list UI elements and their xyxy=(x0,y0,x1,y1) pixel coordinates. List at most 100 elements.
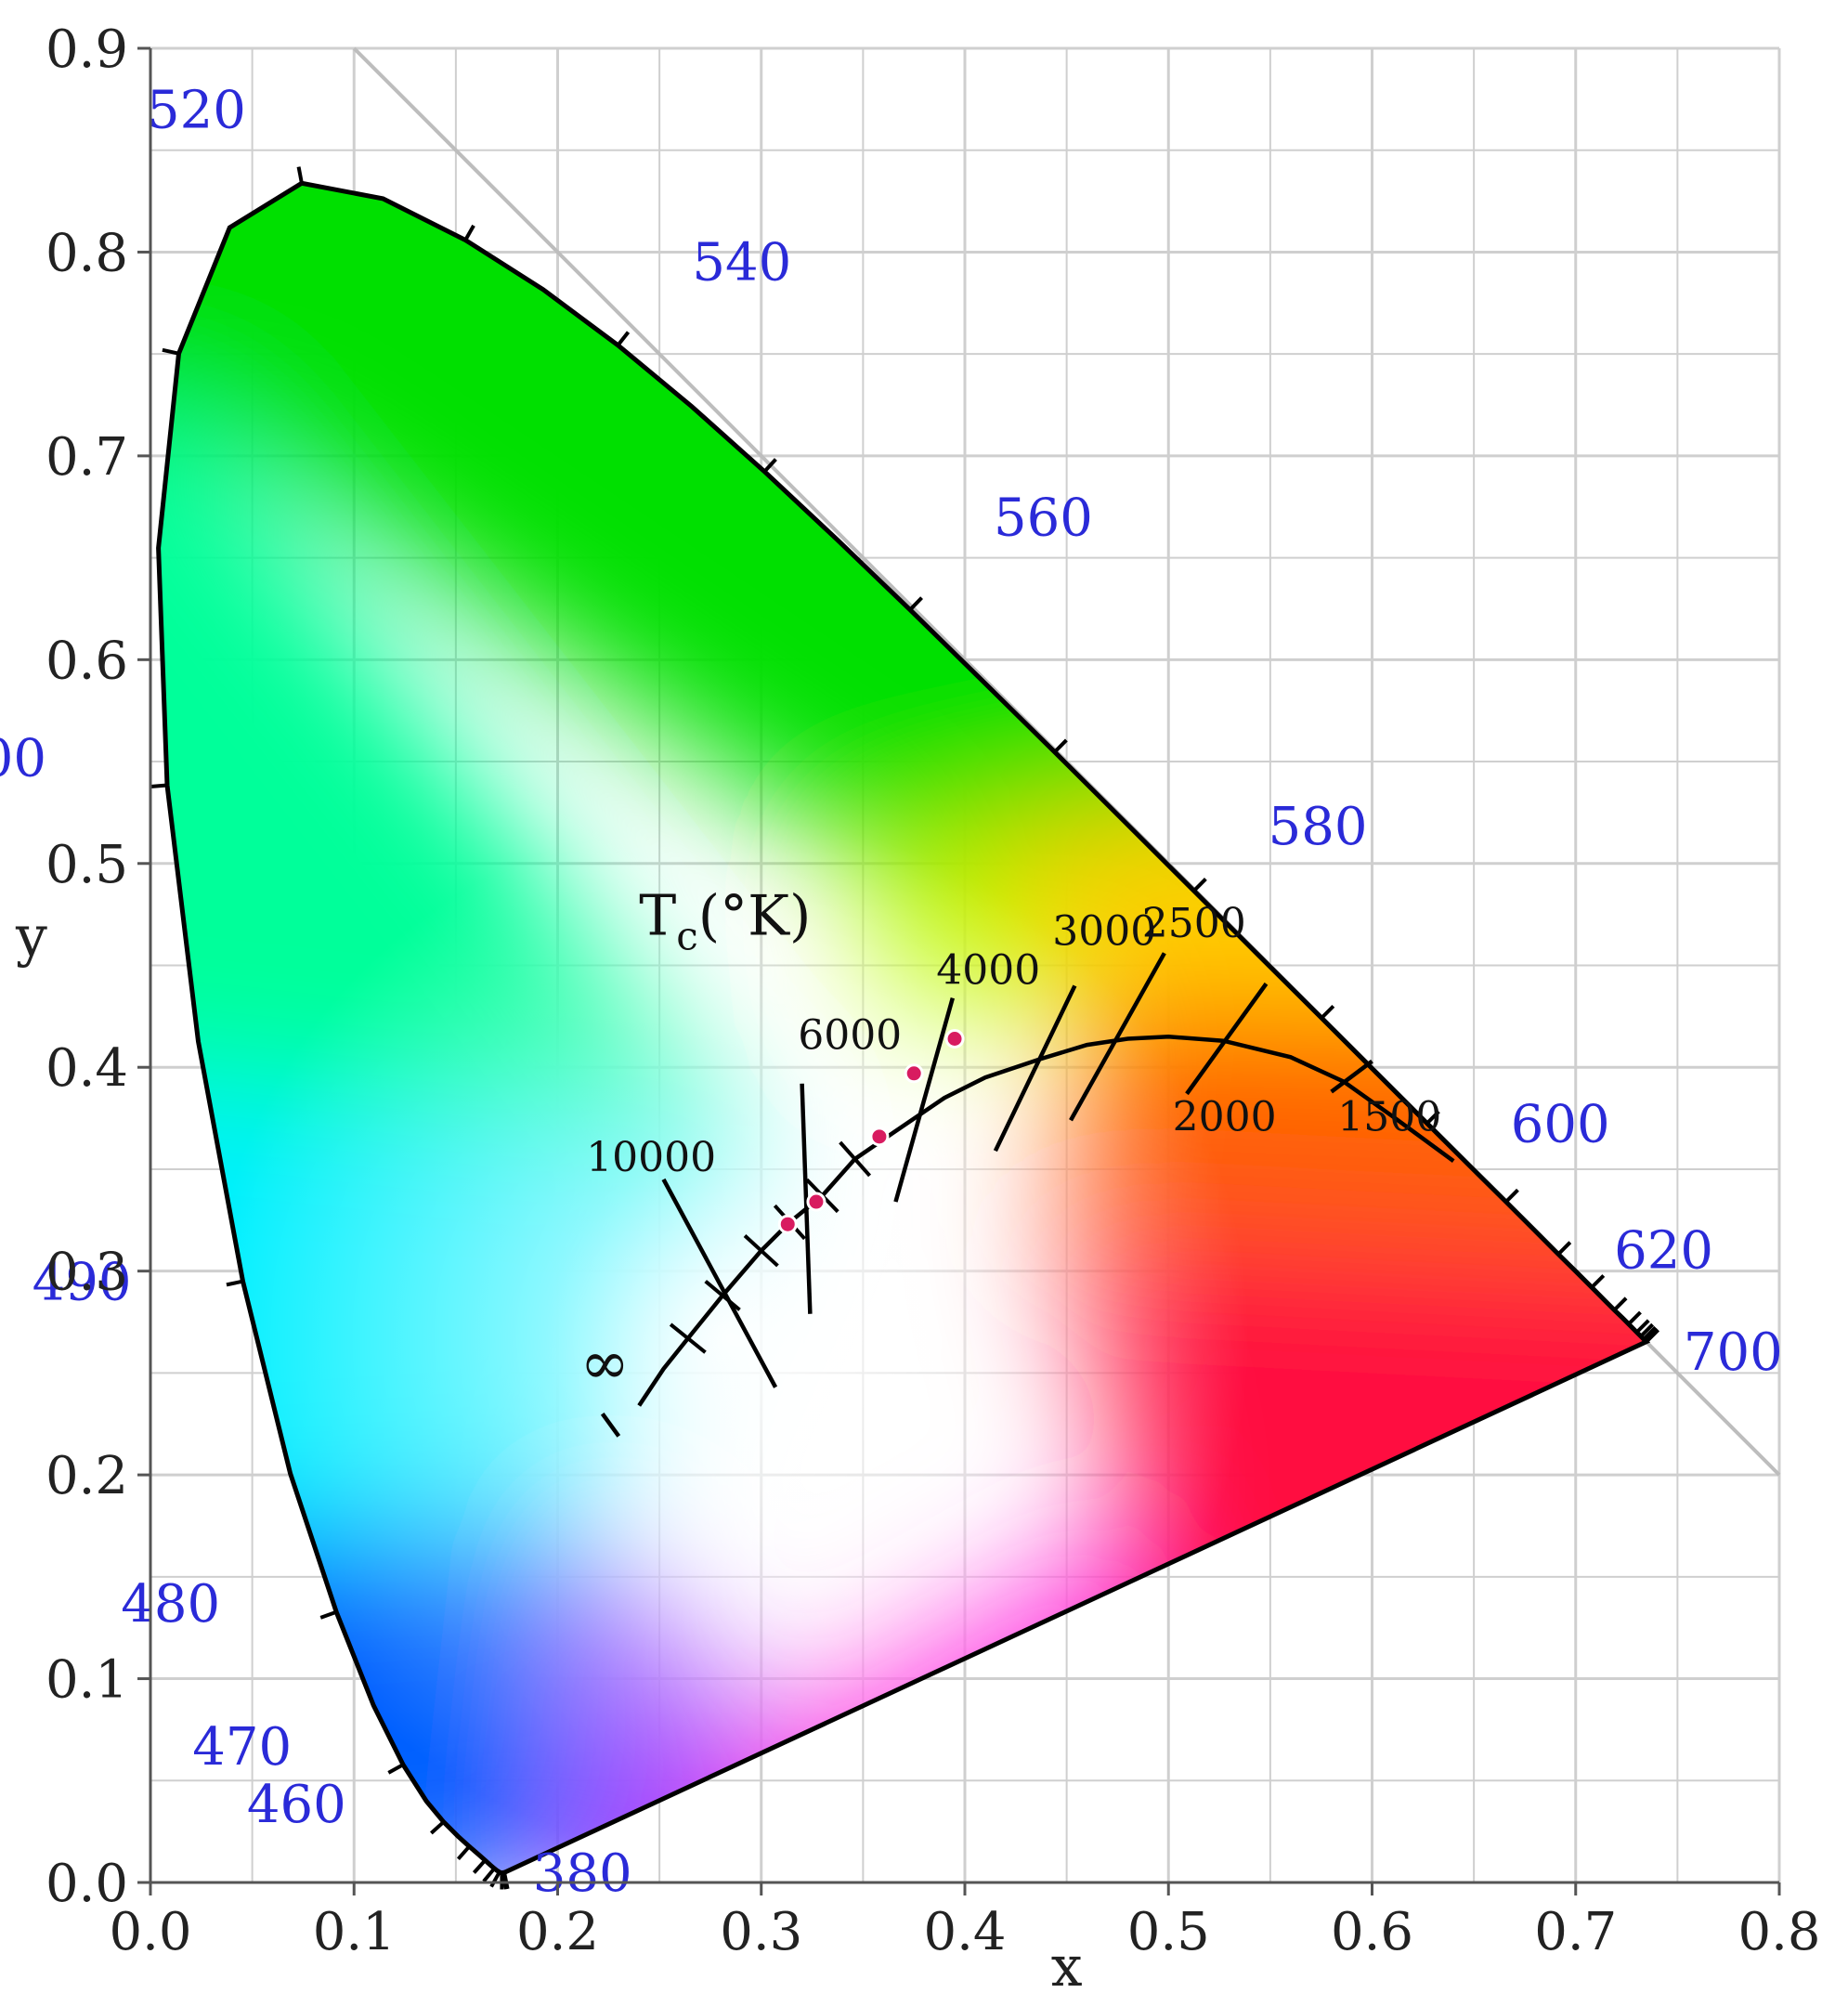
isotherm-label-∞: ∞ xyxy=(580,1329,630,1398)
planckian-tick xyxy=(669,1322,707,1354)
wavelength-ticks xyxy=(150,166,1659,1890)
wavelength-tick xyxy=(501,1872,508,1890)
wavelength-tick xyxy=(387,1763,405,1775)
y-tick-label: 0.6 xyxy=(46,631,128,691)
isotherm-label-1500: 1500 xyxy=(1337,1093,1441,1140)
x-tick-label: 0.7 xyxy=(1534,1902,1617,1962)
illuminant-point xyxy=(944,1029,965,1049)
planckian-tick xyxy=(743,1234,779,1268)
wavelength-label-480: 480 xyxy=(121,1574,220,1635)
wavelength-tick xyxy=(1590,1274,1606,1289)
wavelength-label-620: 620 xyxy=(1614,1220,1713,1281)
wavelength-tick xyxy=(1639,1322,1655,1338)
wavelength-tick xyxy=(1642,1325,1658,1341)
isotherm-label-2500: 2500 xyxy=(1142,900,1246,947)
color-temperature-title: Tc(°K) xyxy=(639,884,811,959)
wavelength-tick xyxy=(1192,878,1207,892)
wavelength-label-700: 700 xyxy=(1684,1322,1783,1383)
y-tick-label: 0.3 xyxy=(46,1243,128,1303)
wavelength-tick xyxy=(319,1609,337,1620)
isotherm-label-4000: 4000 xyxy=(936,946,1040,994)
planckian-tick xyxy=(839,1140,872,1178)
wavelength-tick xyxy=(1320,1004,1335,1020)
sample-points xyxy=(777,1029,965,1234)
x-tick-label: 0.2 xyxy=(516,1902,599,1962)
x-axis-title: x xyxy=(1051,1934,1083,1999)
tc-title-unit: (°K) xyxy=(698,884,812,949)
wavelength-tick xyxy=(456,1844,471,1860)
isotherm-lines xyxy=(600,952,1373,1438)
isotherm-2000 xyxy=(1185,982,1269,1096)
wavelength-tick xyxy=(430,1820,446,1835)
planckian-locus-ticks xyxy=(669,1140,872,1354)
isotherm-1500 xyxy=(1330,1059,1373,1094)
illuminant-point xyxy=(777,1214,798,1234)
y-tick-labels: 0.0 0.1 0.2 0.3 0.4 0.5 0.6 0.7 0.8 0.9 xyxy=(46,20,150,1914)
y-tick-label: 0.1 xyxy=(46,1650,128,1711)
illuminant-point xyxy=(869,1127,890,1147)
y-tick-label: 0.5 xyxy=(46,835,128,895)
wavelength-tick xyxy=(162,347,179,356)
wavelength-tick xyxy=(226,1279,243,1287)
wavelength-label-540: 540 xyxy=(692,233,791,293)
wavelength-tick xyxy=(489,1870,501,1888)
wavelength-tick xyxy=(908,596,923,611)
wavelength-tick xyxy=(1612,1296,1628,1311)
wavelength-label-520: 520 xyxy=(147,80,246,140)
wavelength-tick xyxy=(1556,1241,1572,1256)
wavelength-label-490: 490 xyxy=(33,1253,132,1313)
wavelength-label-600: 600 xyxy=(1511,1095,1610,1155)
x-tick-label: 0.6 xyxy=(1331,1902,1413,1962)
y-axis-title: y xyxy=(15,905,47,970)
wavelength-tick xyxy=(472,1858,487,1874)
isotherm-2500 xyxy=(1069,952,1166,1122)
wavelength-label-460: 460 xyxy=(247,1775,346,1835)
wavelength-tick xyxy=(296,166,304,184)
x-tick-label: 0.3 xyxy=(720,1902,802,1962)
isotherm-10000 xyxy=(661,1178,778,1388)
wavelength-tick xyxy=(616,331,631,346)
illuminant-point xyxy=(904,1063,924,1084)
wavelength-label-500: 500 xyxy=(0,729,46,789)
wavelength-label-470: 470 xyxy=(192,1717,292,1778)
x-tick-labels: 0.0 0.1 0.2 0.3 0.4 0.5 0.6 0.7 0.8 xyxy=(109,1882,1821,1962)
x-tick-label: 0.1 xyxy=(313,1902,396,1962)
isotherm-3000 xyxy=(993,984,1077,1153)
wavelength-tick xyxy=(150,783,168,788)
wavelength-tick xyxy=(482,1867,496,1883)
y-tick-label: 0.7 xyxy=(46,427,128,488)
planckian-tick xyxy=(704,1280,741,1311)
wavelength-tick xyxy=(1053,738,1068,754)
isotherm-6000 xyxy=(800,1083,813,1314)
isotherm-∞ xyxy=(600,1412,621,1438)
isotherm-label-10000: 10000 xyxy=(586,1134,716,1181)
x-tick-label: 0.4 xyxy=(923,1902,1006,1962)
wavelength-tick xyxy=(1504,1188,1519,1204)
illuminant-point xyxy=(806,1192,826,1212)
spectral-locus xyxy=(156,180,1651,1875)
isotherm-label-2000: 2000 xyxy=(1173,1093,1277,1140)
wavelength-label-380: 380 xyxy=(533,1843,632,1904)
wavelength-tick xyxy=(762,458,777,474)
isotherm-4000 xyxy=(893,997,956,1203)
y-tick-label: 0.8 xyxy=(46,223,128,283)
y-tick-label: 0.2 xyxy=(46,1446,128,1506)
wavelength-tick xyxy=(1645,1328,1659,1344)
y-tick-label: 0.0 xyxy=(46,1854,128,1914)
tc-title-subscript: c xyxy=(676,914,698,959)
x-tick-label: 0.0 xyxy=(109,1902,191,1962)
wavelength-tick xyxy=(1635,1319,1650,1334)
wavelength-tick xyxy=(1425,1110,1440,1125)
wavelength-tick xyxy=(463,224,475,241)
isotherm-label-3000: 3000 xyxy=(1052,908,1156,956)
y-tick-label: 0.9 xyxy=(46,20,128,80)
x-tick-label: 0.5 xyxy=(1127,1902,1210,1962)
x-tick-label: 0.8 xyxy=(1737,1902,1820,1962)
tc-title-main: T xyxy=(639,884,676,949)
wavelength-tick xyxy=(1627,1310,1642,1326)
